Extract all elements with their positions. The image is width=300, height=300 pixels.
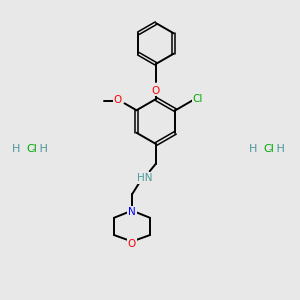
Text: N: N [128,207,136,217]
Text: Cl: Cl [263,143,274,154]
Text: H: H [249,143,258,154]
Text: O: O [114,95,122,105]
Text: Cl: Cl [26,143,37,154]
Text: Cl: Cl [193,94,203,104]
Text: - H: - H [269,143,284,154]
Text: - H: - H [32,143,47,154]
Text: O: O [128,239,136,249]
Text: HN: HN [137,173,152,183]
Text: H: H [12,143,21,154]
Text: O: O [152,85,160,96]
